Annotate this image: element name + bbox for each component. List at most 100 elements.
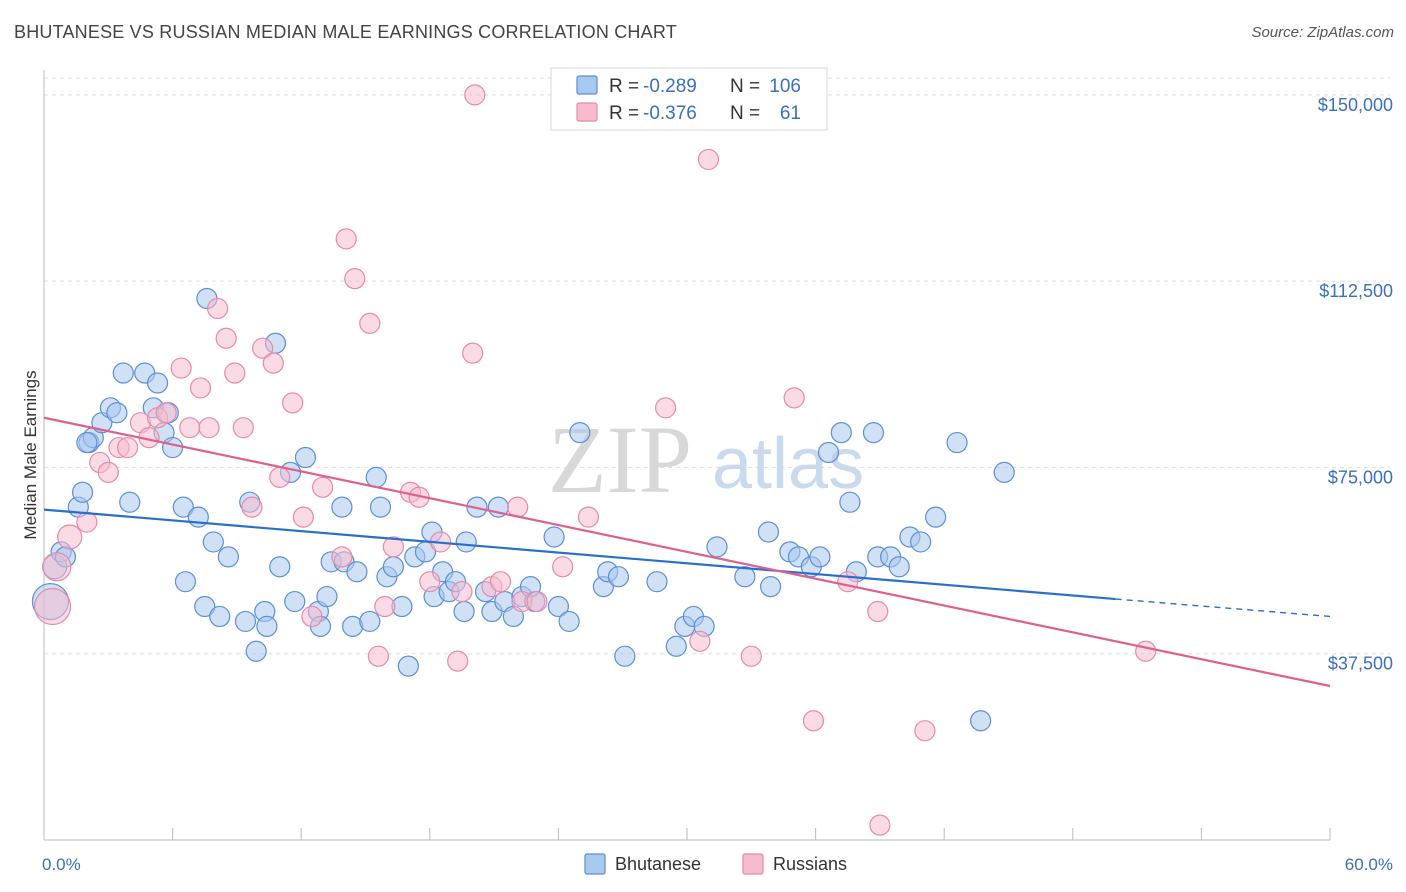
bhutanese-point-33 — [269, 556, 291, 578]
bhutanese-point-15 — [146, 372, 169, 394]
russians-point-28 — [331, 546, 353, 568]
chart-title: BHUTANESE VS RUSSIAN MEDIAN MALE EARNING… — [14, 22, 677, 42]
legend-r-value-1: -0.289 — [643, 76, 697, 97]
bhutanese-point-19 — [172, 496, 194, 518]
bhutanese-point-22 — [194, 595, 216, 618]
russians-point-19 — [232, 417, 254, 439]
russians-point-16 — [207, 297, 229, 320]
russians-point-56 — [869, 814, 891, 836]
x-tick-label-min: 0.0% — [42, 855, 81, 874]
watermark: ZIP atlas — [548, 406, 864, 513]
chart-source: Source: ZipAtlas.com — [1251, 24, 1394, 41]
russians-point-26 — [301, 605, 323, 628]
bhutanese-point-49 — [382, 556, 404, 578]
russians-point-53 — [783, 387, 805, 409]
russians-point-31 — [359, 312, 381, 334]
legend-n-label-2: N = — [730, 103, 760, 124]
bhutanese-point-98 — [910, 531, 932, 553]
russians-point-59 — [689, 630, 711, 652]
bhutanese-point-102 — [993, 461, 1015, 483]
russians-point-25 — [292, 506, 314, 528]
bhutanese-point-76 — [614, 645, 636, 667]
russians-point-49 — [577, 506, 600, 528]
bottom-legend-swatch-bhutanese — [584, 853, 606, 875]
bhutanese-point-70 — [543, 526, 565, 548]
legend-swatch-russians — [576, 102, 598, 122]
bhutanese-point-100 — [946, 431, 968, 454]
bhutanese-point-12 — [119, 491, 141, 513]
russians-point-37 — [419, 571, 441, 593]
russians-point-40 — [451, 581, 473, 603]
bhutanese-point-71 — [547, 595, 570, 618]
bhutanese-point-75 — [607, 566, 630, 588]
russians-point-42 — [464, 84, 486, 106]
russians-point-14 — [189, 377, 212, 399]
bhutanese-point-85 — [759, 576, 782, 598]
russians-point-30 — [344, 268, 366, 290]
legend-r-value-2: -0.376 — [643, 103, 697, 124]
bhutanese-point-90 — [817, 441, 840, 464]
russians-point-2 — [57, 524, 83, 550]
russians-point-32 — [367, 645, 389, 667]
russians-point-52 — [740, 645, 762, 667]
russians-point-39 — [447, 650, 469, 672]
russians-point-58 — [1135, 640, 1157, 662]
bottom-legend: Bhutanese Russians — [584, 853, 847, 875]
bottom-legend-bhutanese: Bhutanese — [615, 854, 701, 874]
bhutanese-point-59 — [453, 600, 475, 623]
russians-point-3 — [76, 511, 98, 533]
bhutanese-point-18 — [162, 436, 184, 459]
bhutanese-point-103 — [862, 422, 885, 444]
y-axis-ticks: $37,500 $75,000 $112,500 $150,000 — [1318, 95, 1393, 674]
bhutanese-point-78 — [665, 635, 687, 657]
bhutanese-point-96 — [888, 556, 910, 578]
bottom-legend-russians: Russians — [773, 854, 847, 874]
russians-point-48 — [552, 556, 574, 578]
russians-point-54 — [802, 710, 825, 732]
legend-n-label-1: N = — [730, 76, 760, 97]
legend-swatch-bhutanese — [576, 75, 598, 95]
bhutanese-trend-line — [43, 508, 1116, 601]
legend-box: R = -0.289 N = 106 R = -0.376 N = 61 — [550, 67, 828, 131]
russians-point-13 — [179, 417, 201, 439]
bhutanese-point-91 — [830, 422, 852, 444]
bhutanese-point-99 — [925, 506, 947, 528]
y-tick-label-3: $150,000 — [1318, 95, 1393, 115]
legend-n-value-1: 106 — [769, 76, 801, 97]
bhutanese-point-10 — [106, 402, 128, 424]
russians-point-27 — [312, 476, 334, 498]
russians-point-15 — [198, 417, 220, 439]
axes — [43, 70, 1331, 841]
russians-point-5 — [97, 461, 119, 483]
bhutanese-point-39 — [316, 585, 338, 608]
russians-point-34 — [382, 536, 404, 558]
russians-point-50 — [654, 397, 677, 419]
legend-r-label-2: R = — [609, 103, 639, 124]
russians-point-11 — [155, 402, 177, 424]
bhutanese-point-36 — [294, 446, 317, 469]
russians-point-29 — [335, 228, 357, 250]
bhutanese-point-89 — [809, 546, 831, 568]
russians-point-0 — [33, 587, 72, 626]
y-tick-label-0: $37,500 — [1328, 654, 1393, 674]
bhutanese-point-45 — [359, 610, 381, 633]
bhutanese-point-20 — [174, 571, 197, 593]
bhutanese-point-92 — [839, 491, 861, 513]
bhutanese-point-24 — [202, 531, 224, 553]
bhutanese-point-60 — [455, 531, 477, 553]
russians-point-47 — [526, 590, 548, 613]
bhutanese-trend-extension — [1115, 598, 1331, 618]
legend-r-label-1: R = — [609, 76, 639, 97]
russians-point-24 — [282, 392, 304, 414]
russians-point-17 — [215, 327, 237, 349]
russians-point-41 — [462, 342, 484, 364]
bottom-legend-swatch-russians — [742, 853, 764, 875]
bhutanese-point-5 — [71, 481, 94, 503]
legend-n-value-2: 61 — [780, 103, 801, 124]
bhutanese-point-47 — [369, 496, 392, 518]
bhutanese-point-77 — [646, 571, 668, 593]
watermark-zip: ZIP — [548, 406, 692, 513]
bhutanese-point-104 — [76, 431, 98, 454]
bhutanese-point-31 — [256, 615, 278, 637]
